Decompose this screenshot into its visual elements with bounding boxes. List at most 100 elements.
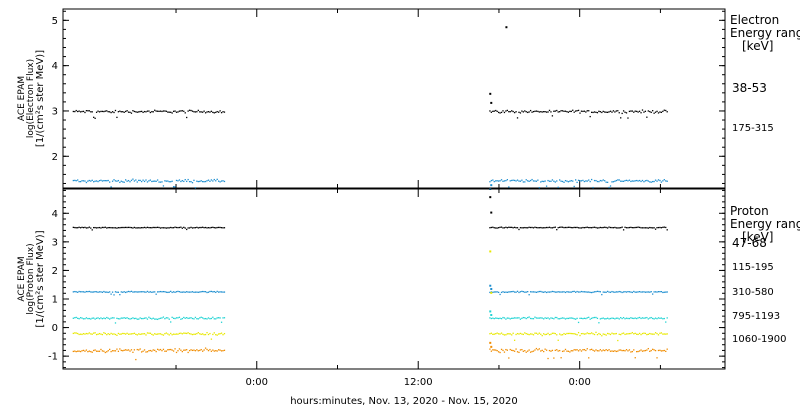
data-point — [556, 109, 558, 112]
data-point — [148, 332, 150, 334]
data-point — [170, 181, 172, 183]
data-point — [512, 110, 514, 113]
data-point — [556, 291, 558, 293]
data-point — [215, 180, 217, 182]
data-point — [630, 351, 632, 353]
data-point — [197, 291, 199, 293]
data-point — [210, 226, 213, 229]
data-point — [215, 350, 217, 352]
data-point — [212, 180, 214, 182]
data-point — [202, 317, 204, 319]
data-point — [554, 110, 556, 112]
data-point — [617, 227, 619, 229]
data-point — [158, 349, 160, 351]
data-point — [540, 181, 542, 183]
data-point — [640, 180, 642, 183]
data-point — [223, 349, 226, 351]
data-point — [215, 111, 217, 114]
data-point — [120, 226, 122, 229]
data-point — [82, 110, 85, 113]
data-point — [580, 180, 583, 182]
data-point — [598, 290, 600, 293]
data-point — [666, 111, 668, 113]
data-point — [132, 317, 134, 319]
data-point — [599, 318, 602, 320]
data-point — [627, 333, 629, 335]
data-point — [566, 350, 568, 352]
data-point — [120, 291, 122, 293]
data-point — [78, 180, 80, 183]
data-point — [579, 180, 581, 182]
data-point — [622, 332, 625, 334]
data-point — [143, 180, 146, 183]
data-point — [551, 227, 554, 229]
data-point — [127, 349, 130, 351]
data-point — [143, 291, 146, 293]
data-point — [218, 180, 220, 182]
data-point — [155, 333, 157, 335]
data-point — [94, 332, 96, 334]
data-point — [543, 291, 545, 293]
data-point — [511, 291, 513, 293]
data-point — [148, 180, 150, 182]
data-point — [178, 226, 181, 229]
data-point — [652, 317, 654, 320]
data-point — [207, 227, 210, 229]
data-point-spike — [490, 314, 493, 316]
data-point — [515, 317, 517, 319]
data-point — [72, 179, 74, 182]
data-point — [564, 318, 567, 320]
data-point — [579, 112, 581, 114]
data-point — [519, 180, 522, 182]
data-point — [647, 180, 649, 182]
data-point — [222, 350, 224, 352]
y-tick-label: 4 — [52, 61, 58, 72]
data-point — [577, 321, 580, 324]
data-point — [196, 111, 198, 113]
data-point-spike — [489, 341, 492, 344]
data-point — [572, 180, 574, 182]
data-point — [140, 180, 143, 183]
data-point — [188, 109, 191, 111]
data-point — [625, 317, 628, 319]
data-point — [599, 333, 602, 336]
data-point — [168, 111, 170, 113]
data-point — [545, 226, 548, 229]
data-point — [111, 180, 114, 182]
data-point — [159, 227, 162, 229]
data-point — [136, 334, 138, 336]
data-point — [136, 291, 138, 293]
data-point — [525, 317, 527, 320]
data-point — [186, 180, 188, 183]
data-point — [107, 317, 109, 319]
data-point — [653, 112, 655, 114]
data-point — [210, 317, 213, 320]
data-point — [624, 179, 626, 182]
data-point — [611, 290, 613, 293]
data-point — [561, 350, 564, 353]
data-point — [161, 227, 163, 229]
data-point — [604, 349, 606, 352]
data-point — [104, 351, 106, 354]
data-point — [525, 332, 527, 335]
data-point — [200, 316, 202, 318]
data-point — [503, 227, 506, 229]
data-point — [206, 227, 208, 229]
data-point — [554, 349, 556, 352]
data-point — [662, 350, 664, 352]
y-tick-label: 2 — [52, 266, 58, 277]
data-point — [174, 226, 176, 228]
data-point — [557, 291, 559, 293]
data-point — [615, 332, 617, 335]
data-point — [72, 350, 74, 353]
data-point — [116, 116, 118, 119]
data-point — [516, 227, 519, 229]
data-point — [84, 180, 86, 182]
data-point — [88, 179, 90, 182]
data-point — [540, 333, 542, 335]
data-point — [203, 318, 205, 320]
data-point — [90, 291, 92, 293]
data-point — [559, 291, 561, 293]
data-point — [652, 110, 654, 112]
data-point — [116, 348, 118, 350]
